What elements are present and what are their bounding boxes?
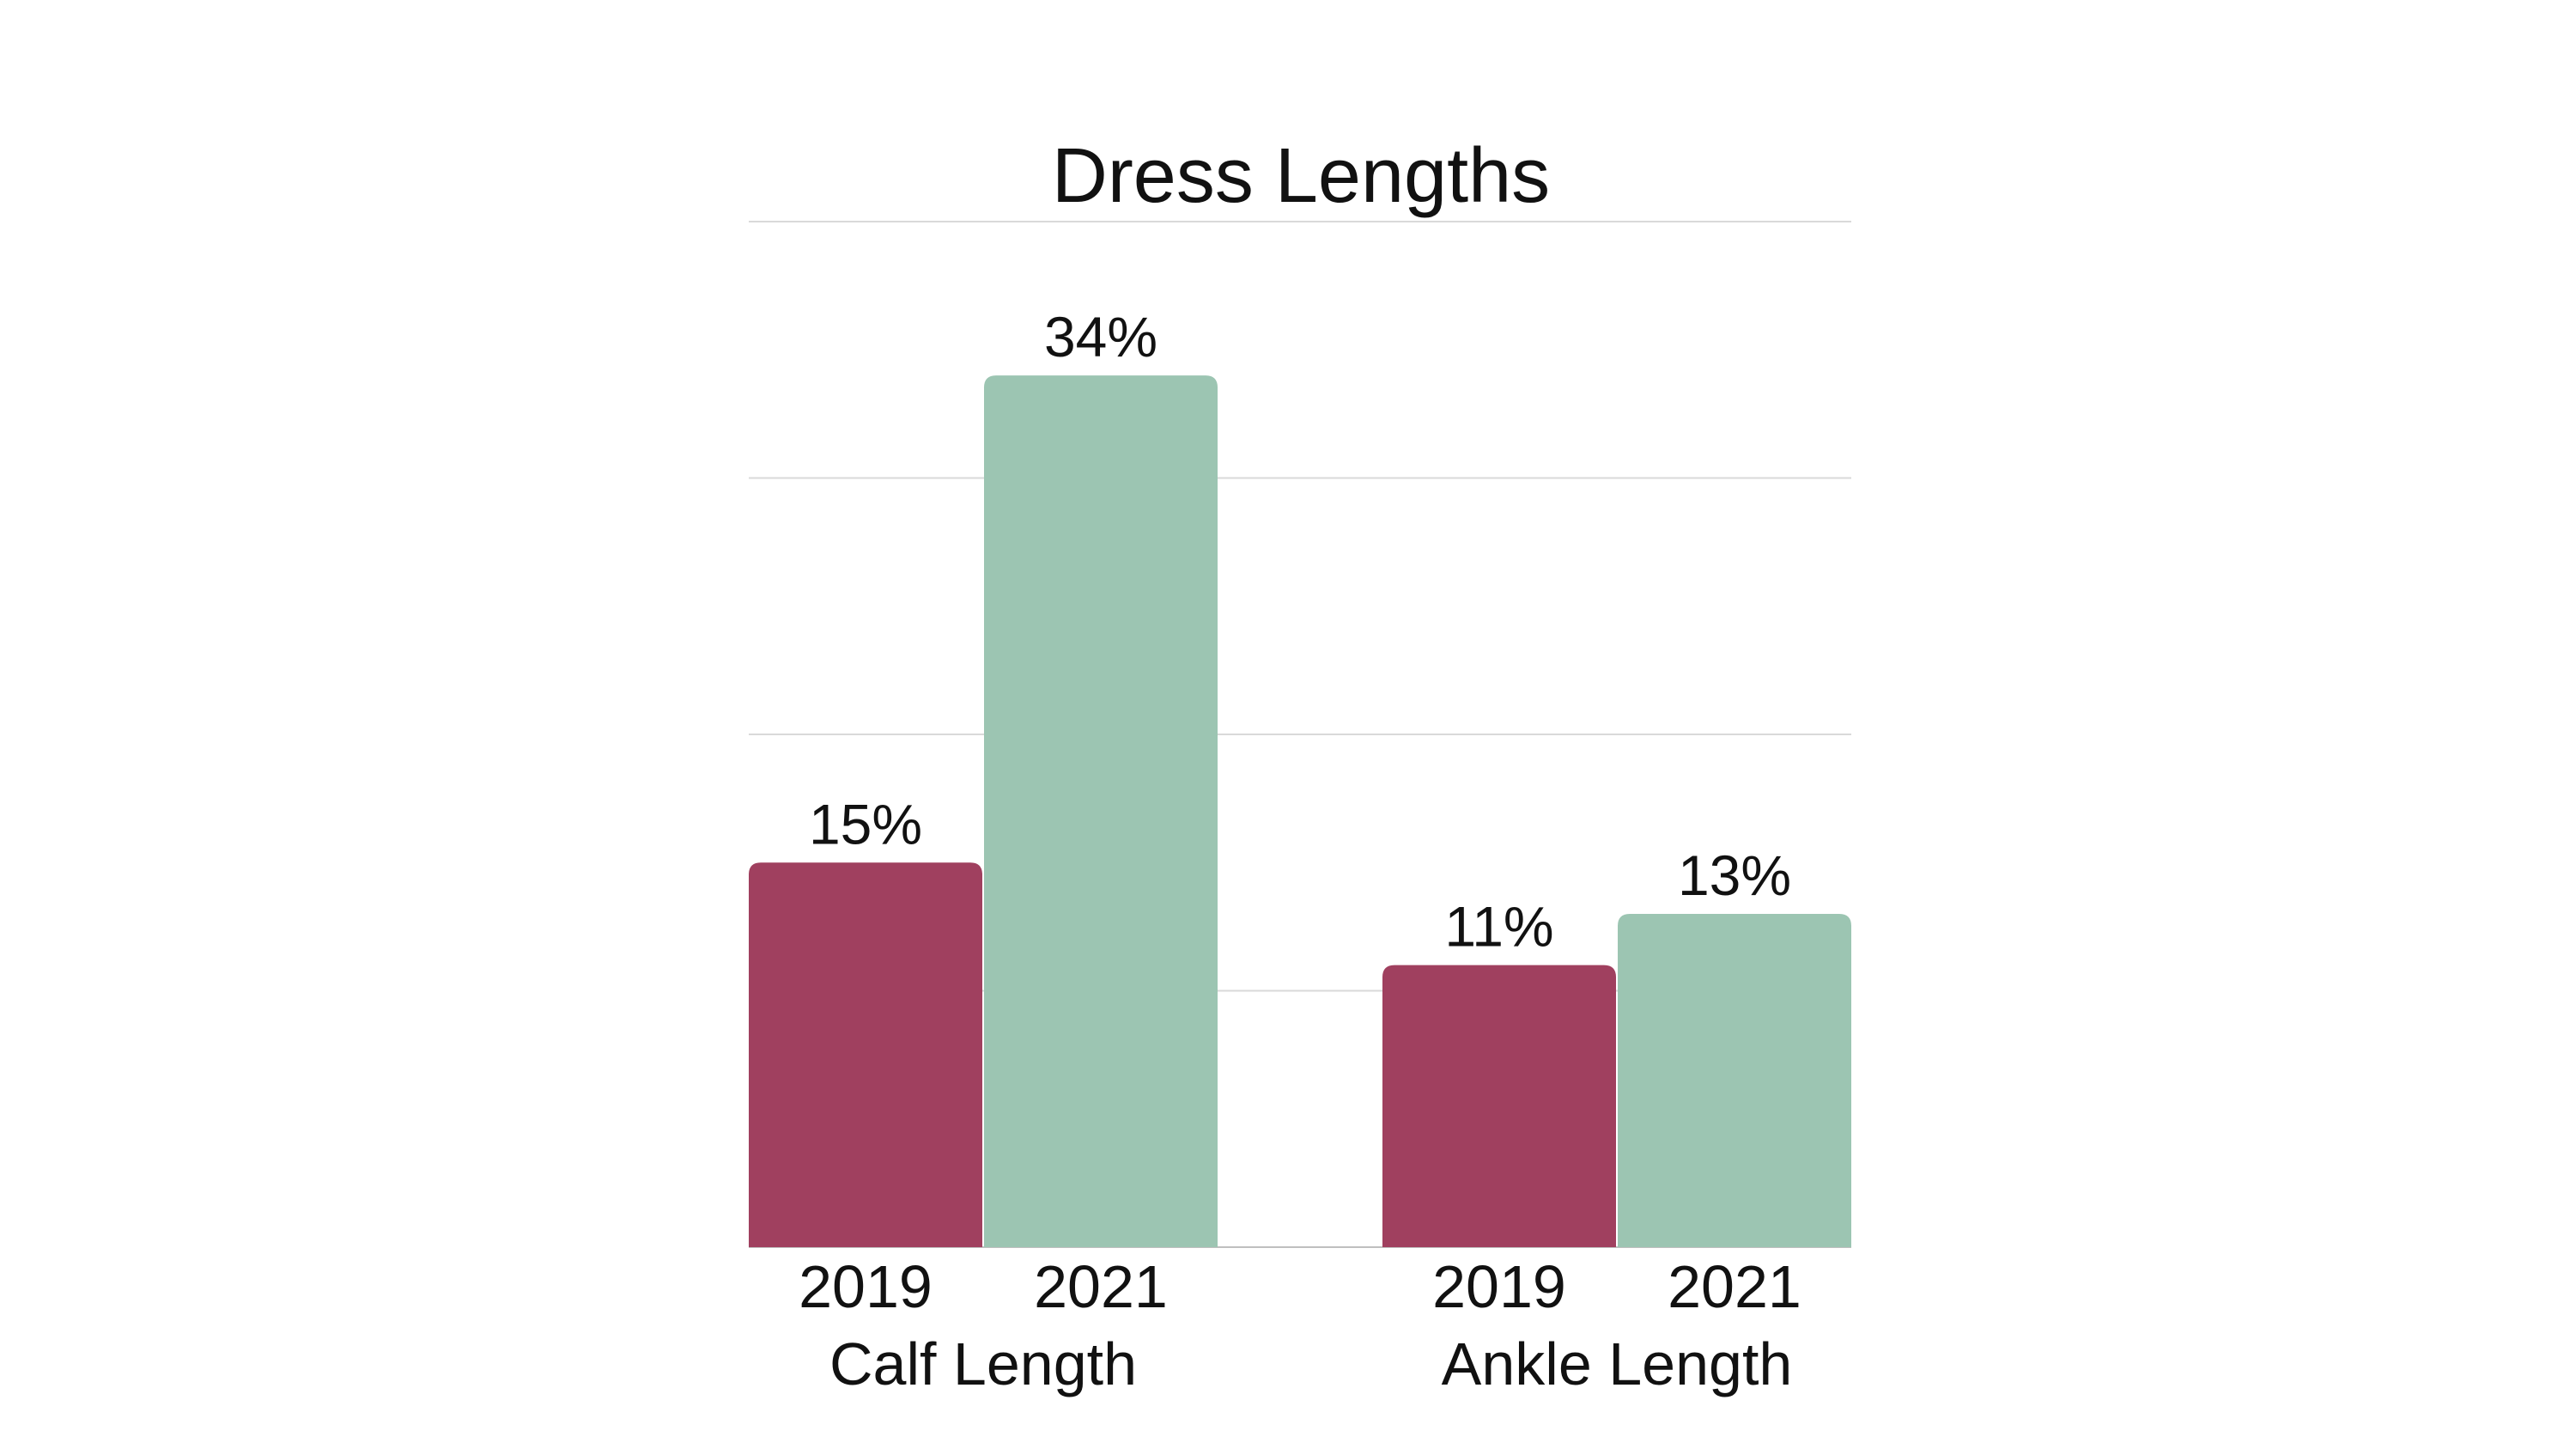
x-tick-label: 2021	[1034, 1253, 1168, 1320]
bar-value-label: 13%	[1678, 843, 1791, 907]
x-tick-label: 2019	[1432, 1253, 1566, 1320]
bar-value-label: 11%	[1444, 895, 1553, 959]
bar-value-label: 34%	[1044, 305, 1157, 368]
category-label: Ankle Length	[1442, 1330, 1793, 1397]
chart-title: Dress Lengths	[1052, 133, 1550, 219]
bar-value-label: 15%	[809, 792, 922, 855]
bar-ankle-length-2021	[1618, 913, 1851, 1247]
bar-calf-length-2021	[984, 375, 1218, 1248]
x-tick-label: 2021	[1668, 1253, 1801, 1320]
category-label: Calf Length	[829, 1330, 1137, 1397]
labels: 15% 2019 34% 2021 Calf Length 11% 2019 13% 2021 A…	[799, 305, 1801, 1397]
x-tick-label: 2019	[799, 1253, 933, 1320]
bar-calf-length-2019	[749, 862, 982, 1247]
bars	[749, 375, 1851, 1248]
bar-ankle-length-2019	[1382, 965, 1616, 1247]
